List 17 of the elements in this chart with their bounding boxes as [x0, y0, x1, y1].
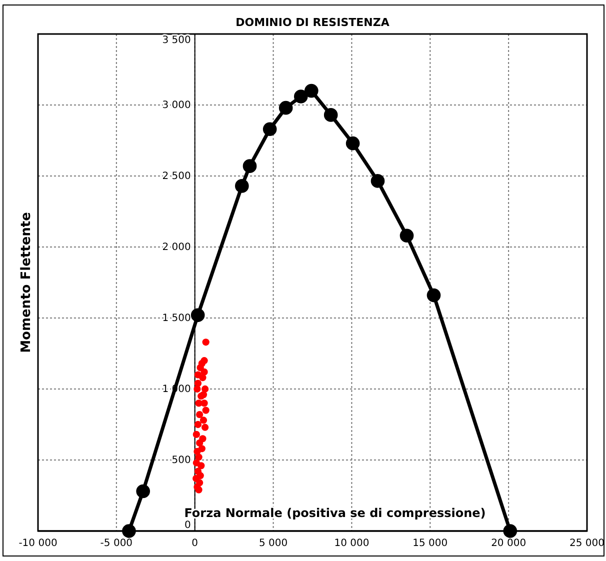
y-tick-label: 3 500 — [162, 35, 191, 46]
x-tick-label: 25 000 — [570, 538, 604, 550]
x-tick-label: 15 000 — [412, 538, 448, 550]
y-tick-label: 1 500 — [162, 313, 191, 324]
x-tick-label: 0 — [192, 538, 198, 550]
y-tick-label: 3 000 — [162, 100, 191, 112]
x-tick-label: 5 000 — [258, 538, 288, 550]
chart-title: DOMINIO DI RESISTENZA — [236, 16, 390, 29]
x-tick-label: -10 000 — [18, 538, 58, 550]
y-axis-title: Momento Flettente — [19, 212, 34, 353]
x-tick-label: -5 000 — [100, 538, 133, 550]
y-tick-label: 2 000 — [162, 242, 191, 254]
y-tick-label: 0 — [184, 520, 191, 531]
x-tick-label: 20 000 — [491, 538, 526, 550]
x-tick-label: 10 000 — [334, 538, 370, 550]
y-tick-label: 500 — [172, 455, 191, 466]
y-tick-label: 2 500 — [162, 171, 191, 182]
